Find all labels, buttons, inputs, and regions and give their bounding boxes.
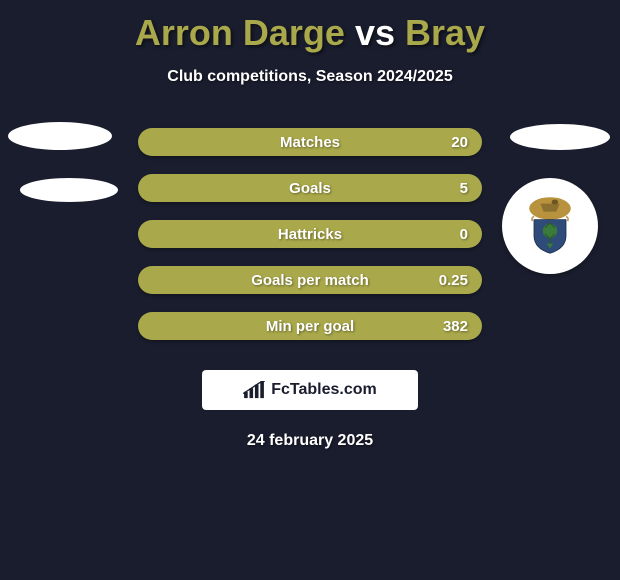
player2-name: Bray [405,12,485,53]
branding-text: FcTables.com [271,381,377,399]
stat-value: 382 [443,318,468,335]
stat-row-hattricks: Hattricks 0 [138,220,482,248]
stat-value: 5 [460,180,468,197]
player1-ellipse-top [8,122,112,150]
stat-label: Goals per match [251,272,369,289]
subtitle: Club competitions, Season 2024/2025 [0,68,620,86]
stat-label: Matches [280,134,340,151]
player2-ellipse-top [510,124,610,150]
branding-box[interactable]: FcTables.com [202,370,418,410]
player1-ellipse-bottom [20,178,118,202]
bar-chart-icon [243,381,265,399]
stat-label: Hattricks [278,226,342,243]
stat-row-min-per-goal: Min per goal 382 [138,312,482,340]
stat-label: Min per goal [266,318,354,335]
stat-value: 0 [460,226,468,243]
vs-text: vs [355,12,395,53]
club-badge-svg [510,186,590,266]
page-title: Arron Darge vs Bray [0,0,620,54]
stat-label: Goals [289,180,331,197]
stat-row-goals-per-match: Goals per match 0.25 [138,266,482,294]
stat-row-goals: Goals 5 [138,174,482,202]
stat-value: 20 [451,134,468,151]
player1-name: Arron Darge [135,12,345,53]
date-text: 24 february 2025 [0,432,620,450]
stat-value: 0.25 [439,272,468,289]
stat-row-matches: Matches 20 [138,128,482,156]
club-badge [502,178,598,274]
